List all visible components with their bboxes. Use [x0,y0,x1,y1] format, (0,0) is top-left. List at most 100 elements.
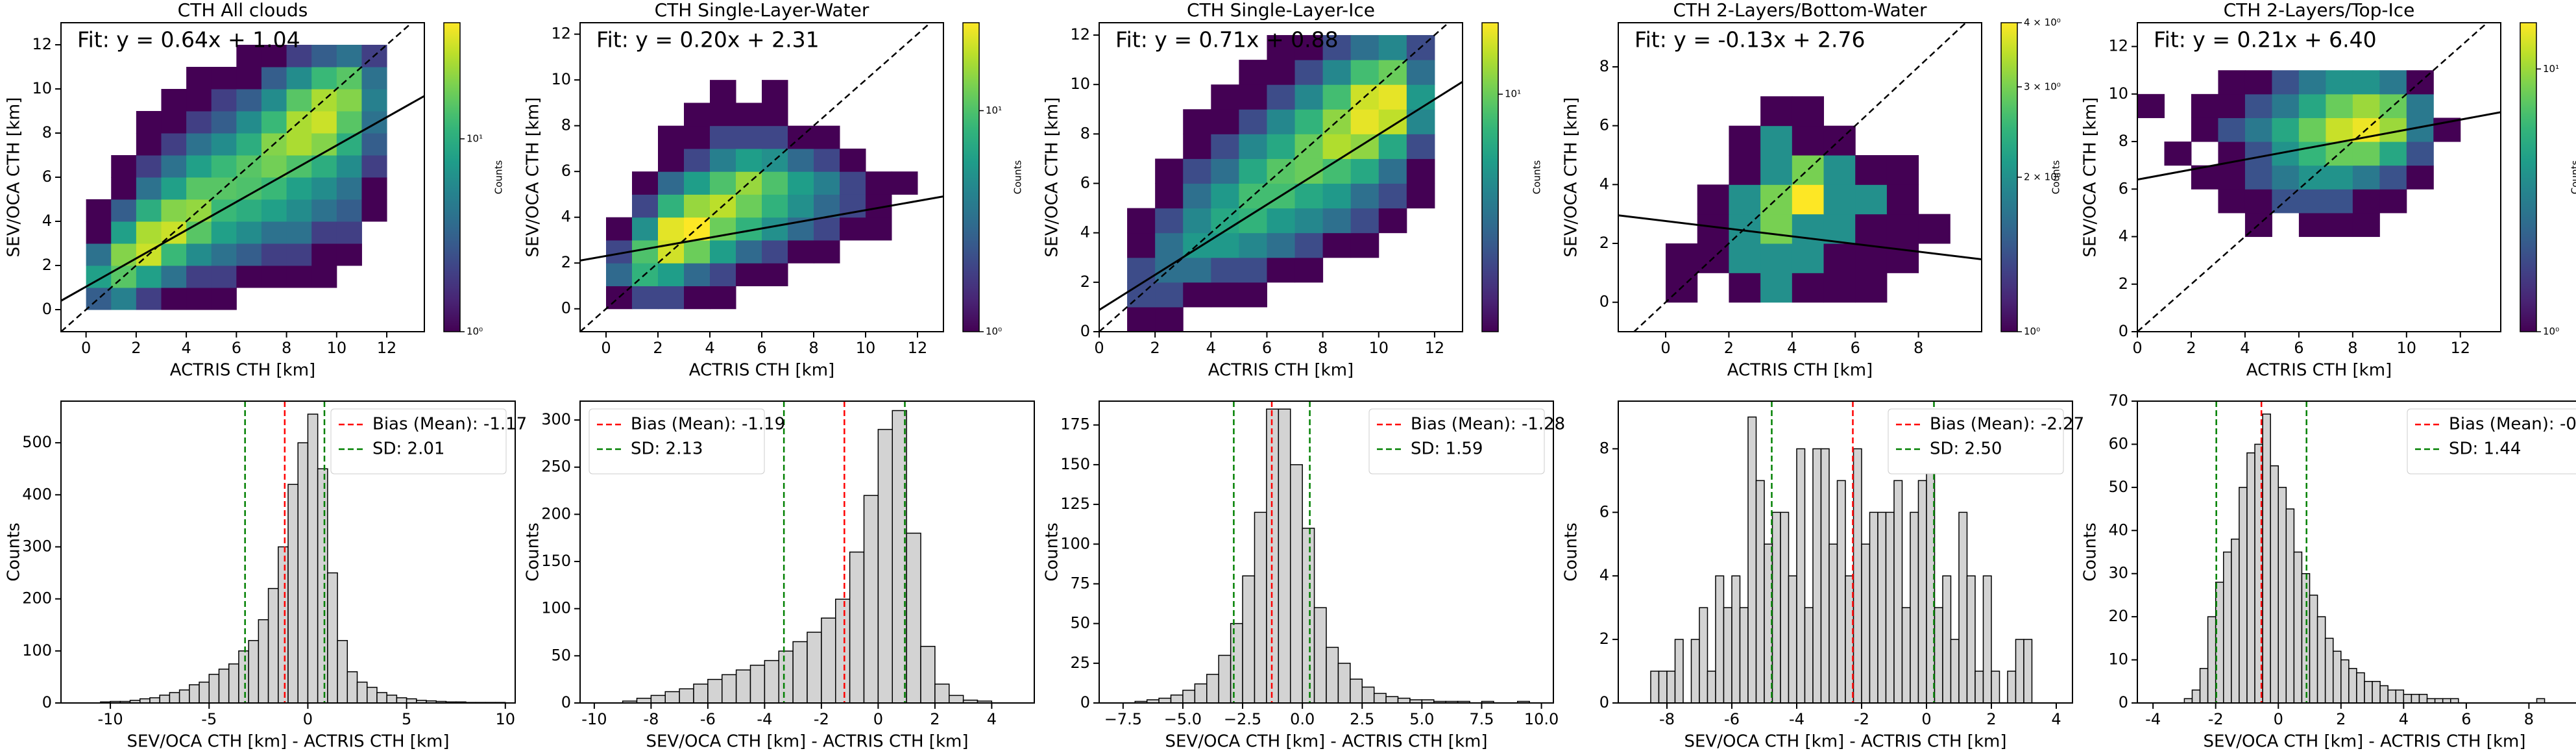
heatmap-cell [632,171,659,195]
y-tick-label: 0 [1080,322,1090,340]
heatmap-cell [1155,183,1184,209]
heatmap-cell [1127,257,1156,283]
heatmap-cell [236,243,262,266]
bar [778,650,794,703]
fit-label: Fit: y = 0.71x + 0.88 [1115,27,1339,53]
heatmap-cell [261,221,287,244]
heatmap-cell [1322,84,1352,110]
heatmap-cell [684,194,711,218]
heatmap-cell [2352,70,2380,95]
heatmap-cell [1127,208,1156,234]
heatmap-cell [1211,84,1239,110]
heatmap-cell [211,243,237,266]
y-axis-label: SEV/OCA CTH [km] [1562,97,1581,258]
fit-label: Fit: y = 0.20x + 2.31 [596,27,820,53]
heatmap-cell [161,199,187,222]
x-tick-label: -8 [643,710,659,728]
heatmap-cell [788,194,814,218]
heatmap-cell [684,240,711,264]
bar [366,687,378,703]
heatmap-cell [2244,142,2272,166]
heatmap-cell [186,111,212,134]
heatmap-cell [814,148,840,172]
heatmap-cell [2379,165,2407,190]
heatmap-cell [136,221,162,244]
heatmap-cell [1211,109,1239,134]
y-tick-label: 150 [541,552,571,570]
heatmap-cell [1267,35,1296,60]
heatmap-cell [684,286,711,310]
heatmap-cell [361,133,387,156]
x-tick-label: 2 [2186,339,2196,357]
y-axis-label: Counts [1562,523,1581,582]
heatmap-cell [1792,273,1825,303]
bar [2015,639,2024,703]
heatmap-cell [111,199,137,222]
heatmap-cell [1294,84,1324,110]
legend-label: Bias (Mean): -1.19 [631,415,785,434]
heatmap-cell [1183,134,1211,159]
heatmap-cell [311,45,337,68]
bar [1788,575,1797,703]
heatmap-cell [1792,243,1825,273]
axes-title: CTH Single-Layer-Ice [1187,0,1375,21]
colorbar-tick-label: 10⁰ [986,326,1002,338]
heatmap-cell [1350,35,1379,60]
y-tick-label: 10 [1070,75,1090,93]
bar [1771,511,1781,703]
heatmap-cell [186,155,212,178]
colorbar-label: Counts [1012,160,1024,195]
x-tick-label: 6 [232,339,241,357]
y-tick-label: 100 [22,641,52,659]
bar [2285,508,2295,703]
heatmap-cell [1239,134,1267,159]
y-tick-label: 150 [1060,455,1090,473]
identity-line [61,23,413,332]
heatmap-cell [2218,70,2246,95]
heatmap-cell [86,288,112,310]
bar [1350,678,1363,703]
colorbar-tick-label: 2 × 10⁰ [2024,171,2061,183]
heatmap-cell [1729,155,1761,185]
x-tick-label: −2.5 [1224,710,1261,728]
colorbar-label: Counts [2570,160,2576,195]
bar [169,692,180,703]
heatmap-cell [1211,134,1239,159]
x-tick-label: 12 [908,339,928,357]
y-tick-label: 8 [1080,124,1090,142]
heatmap-cell [286,45,312,68]
heatmap-cell [136,177,162,200]
bar [934,683,950,703]
y-tick-label: 50 [551,646,571,664]
bar [2293,551,2303,703]
fit-line [2137,111,2501,181]
x-tick-label: 4 [2051,710,2061,728]
heatmap-cell [361,155,387,178]
bar [2278,487,2287,703]
heatmap-cell [814,240,840,264]
heatmap-cell [261,155,287,178]
heatmap-cell [2191,117,2218,142]
heatmap-cell [1760,243,1793,273]
heatmap-cell [1760,96,1793,127]
heatmap-cell [762,125,788,149]
x-axis-label: SEV/OCA CTH [km] - ACTRIS CTH [km] [127,732,450,751]
y-tick-label: 8 [42,123,52,142]
heatmap-cell [2379,142,2407,166]
heatmap-cell [261,243,287,266]
heatmap-cell [1239,60,1267,85]
heatmap-cell [1322,35,1352,60]
heatmap-cell [311,89,337,112]
axes-frame [1618,22,1982,332]
heatmap-cell [2164,142,2192,166]
x-tick-label: −7.5 [1104,710,1142,728]
heatmap-cell [2352,93,2380,118]
heatmap-cell [86,243,112,266]
x-tick-label: 2 [131,339,141,357]
y-tick-label: 12 [32,35,52,53]
x-tick-label: -2 [814,710,829,728]
bar [735,669,751,703]
heatmap-cell [1378,35,1407,60]
heatmap-cell [2244,70,2272,95]
bar [792,641,808,703]
